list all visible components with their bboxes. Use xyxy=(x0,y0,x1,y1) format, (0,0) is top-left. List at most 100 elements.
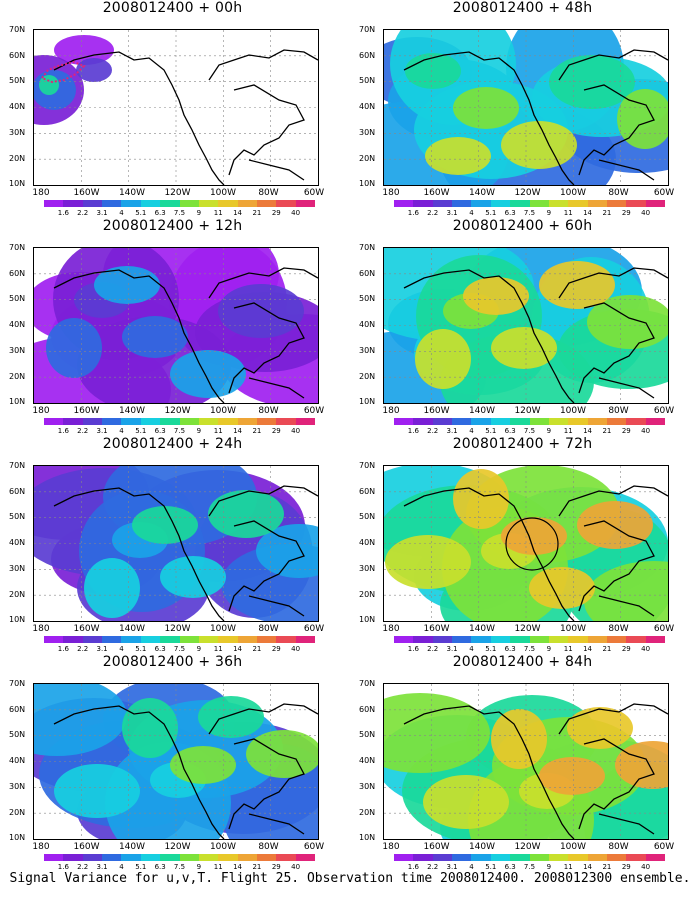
longitude-label: 60W xyxy=(303,188,325,198)
longitude-label: 120W xyxy=(164,406,191,416)
longitude-label: 180 xyxy=(382,624,400,634)
colorbar-label: 3.1 xyxy=(96,427,108,435)
map-panel: 2008012400 + 36h 70N 60N 50N 40N 30N 20N 10N 180… xyxy=(0,654,345,872)
variance-contour xyxy=(549,55,635,109)
longitude-label: 160W xyxy=(73,406,100,416)
longitude-label: 120W xyxy=(514,406,541,416)
latitude-label: 10N xyxy=(9,833,26,843)
map-canvas xyxy=(34,466,318,621)
colorbar-label: 2.2 xyxy=(427,427,439,435)
variance-contour xyxy=(122,698,178,758)
colorbar-swatch xyxy=(295,636,316,643)
variance-contour xyxy=(529,567,595,609)
longitude-label: 80W xyxy=(258,842,279,852)
colorbar-swatch xyxy=(121,636,141,643)
longitude-label: 140W xyxy=(468,188,496,198)
latitude-label: 50N xyxy=(359,76,376,86)
colorbar-label: 3.1 xyxy=(96,863,108,871)
colorbar-label: 2.2 xyxy=(427,645,439,653)
variance-contour xyxy=(385,535,471,589)
colorbar-label: 3.1 xyxy=(96,645,108,653)
colorbar-label: 9 xyxy=(546,645,552,653)
longitude-label: 120W xyxy=(164,188,191,198)
colorbar-label: 40 xyxy=(291,427,301,435)
colorbar-label: 3.1 xyxy=(446,863,458,871)
colorbar-swatch xyxy=(179,854,199,861)
colorbar-label: 3.1 xyxy=(446,427,458,435)
colorbar-label: 6.3 xyxy=(154,427,166,435)
latitude-label: 40N xyxy=(359,538,376,548)
colorbar-labels: 1.6 2.2 3.1 4 5.1 6.3 7.5 9 11 14 21 29 40 xyxy=(44,209,315,218)
longitude-label: 60W xyxy=(303,624,325,634)
colorbar-swatch xyxy=(490,636,511,643)
colorbar-swatch xyxy=(160,854,180,861)
colorbar-label: 9 xyxy=(546,209,552,217)
latitude-label: 30N xyxy=(359,127,376,137)
colorbar-label: 11 xyxy=(563,209,573,217)
variance-contour xyxy=(84,558,140,618)
colorbar-label: 4 xyxy=(469,209,474,217)
longitude-label: 180 xyxy=(382,406,400,416)
colorbar-label: 6.3 xyxy=(504,209,516,217)
coastline xyxy=(403,267,668,403)
colorbar-label: 4 xyxy=(469,863,474,871)
colorbar-label: 7.5 xyxy=(523,645,536,653)
variance-map xyxy=(33,465,319,622)
longitude-label: 100W xyxy=(559,842,587,852)
latitude-label: 70N xyxy=(359,243,376,252)
colorbar-swatch xyxy=(471,636,491,643)
coastline xyxy=(403,485,668,621)
colorbar-label: 1.6 xyxy=(57,427,69,435)
colorbar-swatch xyxy=(295,418,316,425)
colorbar-label: 1.6 xyxy=(407,209,419,217)
colorbar-label: 7.5 xyxy=(523,863,536,871)
latitude-label: 40N xyxy=(359,756,376,766)
longitude-label: 140W xyxy=(468,624,496,634)
colorbar-swatch xyxy=(568,200,588,207)
longitude-label: 100W xyxy=(209,624,237,634)
latitude-label: 40N xyxy=(9,102,26,112)
colorbar-swatch xyxy=(510,200,530,207)
latitude-label: 60N xyxy=(9,704,26,714)
variance-contour xyxy=(491,709,547,769)
longitude-label: 160W xyxy=(73,624,100,634)
latitude-label: 30N xyxy=(9,345,26,355)
latitude-label: 70N xyxy=(9,679,26,688)
latitude-label: 10N xyxy=(359,833,376,843)
colorbar-labels: 1.6 2.2 3.1 4 5.1 6.3 7.5 9 11 14 21 29 40 xyxy=(394,209,665,218)
colorbar-swatch xyxy=(82,636,103,643)
latitude-label: 50N xyxy=(9,76,26,86)
colorbar-label: 7.5 xyxy=(523,427,536,435)
colorbar-swatch xyxy=(121,418,141,425)
longitude-label: 160W xyxy=(423,624,450,634)
colorbar xyxy=(394,200,666,207)
colorbar-label: 3.1 xyxy=(96,209,108,217)
latitude-label: 60N xyxy=(359,704,376,714)
colorbar-label: 5.1 xyxy=(135,209,147,217)
colorbar xyxy=(394,636,666,643)
colorbar-swatch xyxy=(63,418,83,425)
longitude-label: 100W xyxy=(559,406,587,416)
colorbar-label: 9 xyxy=(546,427,552,435)
longitude-label: 100W xyxy=(209,842,237,852)
colorbar-swatch xyxy=(44,854,64,861)
latitude-label: 60N xyxy=(9,486,26,496)
colorbar-swatch xyxy=(102,418,122,425)
latitude-label: 50N xyxy=(9,512,26,522)
longitude-label: 80W xyxy=(258,406,279,416)
colorbar-label: 29 xyxy=(621,645,631,653)
latitude-label: 40N xyxy=(9,538,26,548)
variance-map xyxy=(33,247,319,404)
longitude-label: 100W xyxy=(559,624,587,634)
map-panel: 2008012400 + 72h 70N 60N 50N 40N 30N 20N 10N 180… xyxy=(350,436,695,654)
latitude-label: 60N xyxy=(359,486,376,496)
colorbar-swatch xyxy=(237,854,257,861)
latitude-label: 70N xyxy=(9,461,26,470)
colorbar-swatch xyxy=(256,854,277,861)
longitude-label: 160W xyxy=(423,406,450,416)
colorbar-swatch xyxy=(452,418,472,425)
observation-region-circle xyxy=(505,517,559,571)
latitude-label: 20N xyxy=(9,807,26,817)
latitude-label: 50N xyxy=(359,294,376,304)
colorbar-swatch xyxy=(140,418,161,425)
